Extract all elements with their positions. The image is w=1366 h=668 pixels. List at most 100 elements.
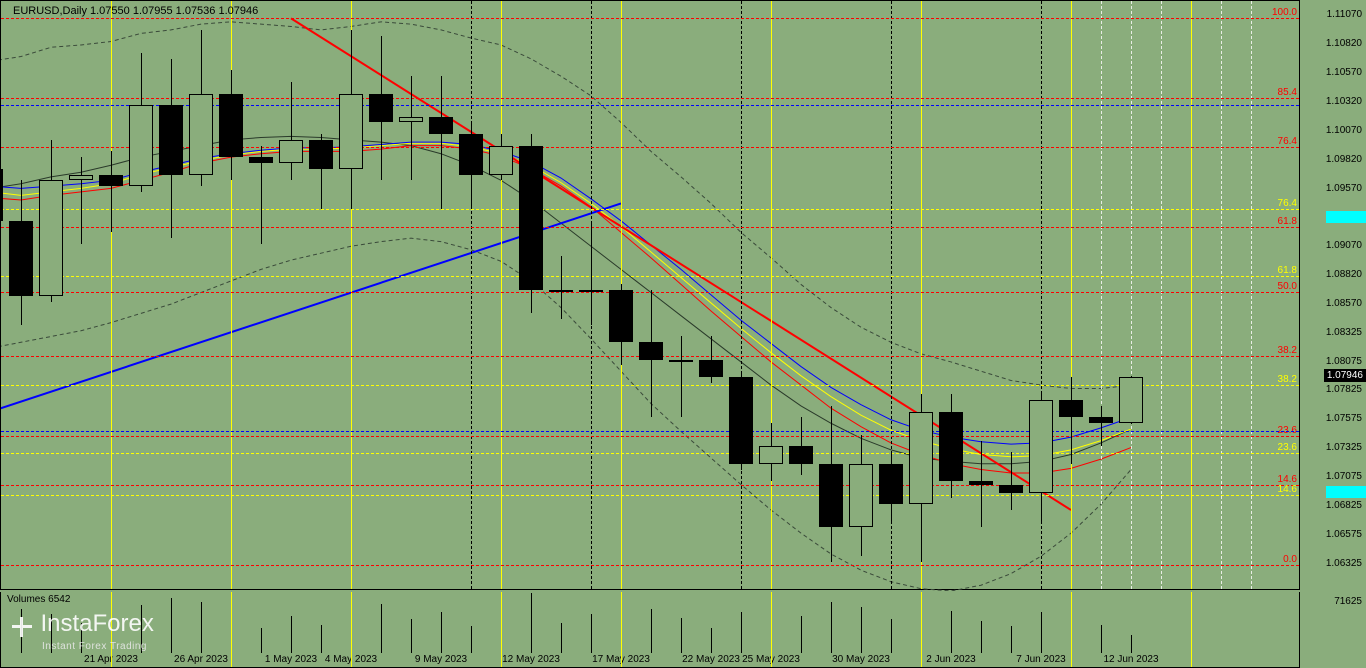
volume-bar [171,598,172,653]
candle-body [759,446,783,463]
y-tick-label: 1.09820 [1326,154,1362,165]
vline-yellow [111,1,112,589]
volume-bar [531,593,532,653]
candle-wick [411,76,412,180]
candle-body [789,446,813,463]
instaforex-logo-icon [8,613,36,641]
hline-blue [1,431,1299,432]
vline-yellow [1071,1,1072,589]
y-tick-label: 1.07075 [1326,471,1362,482]
fib-line [1,485,1299,486]
candle-body [909,412,933,505]
fib-label: 38.2 [1278,345,1297,356]
candle-wick [1071,377,1072,464]
volume-bar [291,616,292,653]
candle-wick [681,336,682,417]
x-tick-label: 12 May 2023 [502,654,560,665]
fib-line [1,565,1299,566]
y-tick-label: 1.06325 [1326,558,1362,569]
candle-body [99,175,123,187]
volume-y-axis: 71625 [1300,592,1366,668]
volume-panel[interactable]: Volumes 6542 21 Apr 202326 Apr 20231 May… [0,592,1300,668]
candle-body [249,157,273,163]
candle-wick [1011,452,1012,510]
y-tick-label: 1.08820 [1326,269,1362,280]
vline [1131,1,1132,589]
y-tick-label: 1.07575 [1326,413,1362,424]
candle-body [219,94,243,158]
fib-label: 14.6 [1278,484,1297,495]
vline-yellow-vol [1191,592,1192,667]
candle-body [339,94,363,169]
candle-body [159,105,183,174]
watermark-brand: InstaForex [40,610,153,637]
forex-chart-container: EURUSD,Daily 1.07550 1.07955 1.07536 1.0… [0,0,1366,668]
vline-yellow-vol [921,592,922,667]
fib-line [1,276,1299,277]
candle-wick [441,76,442,209]
volume-bar [441,612,442,653]
vline-yellow-vol [501,592,502,667]
volume-bar [561,623,562,653]
vline [1161,1,1162,589]
candle-body [0,169,3,221]
fib-line [1,292,1299,293]
y-tick-label: 1.07325 [1326,442,1362,453]
fib-label: 38.2 [1278,374,1297,385]
candle-body [489,146,513,175]
fib-line [1,385,1299,386]
fib-line [1,436,1299,437]
candle-body [39,180,63,296]
candle-wick [291,82,292,180]
volume-bar [831,602,832,653]
vline [1101,1,1102,589]
fib-label: 61.8 [1278,265,1297,276]
volume-bar [741,612,742,653]
y-tick-label: 1.09070 [1326,240,1362,251]
y-tick-label: 1.10570 [1326,67,1362,78]
vline-yellow [1191,1,1192,589]
candle-body [579,290,603,292]
candle-body [399,117,423,123]
candle-body [729,377,753,464]
y-tick-label: 1.10070 [1326,125,1362,136]
fib-line [1,227,1299,228]
fib-label: 23.6 [1278,442,1297,453]
candle-body [879,464,903,504]
price-chart-panel[interactable]: EURUSD,Daily 1.07550 1.07955 1.07536 1.0… [0,0,1300,590]
volume-bar [201,602,202,653]
volume-bar [381,604,382,653]
y-tick-label: 1.08325 [1326,327,1362,338]
candle-body [129,105,153,186]
watermark-tagline: Instant Forex Trading [42,641,154,652]
y-tick-label: 1.10820 [1326,38,1362,49]
vline-black [741,1,742,589]
volume-bar [411,619,412,653]
candle-body [549,290,573,292]
vline [1221,1,1222,589]
y-tick-label: 1.08570 [1326,298,1362,309]
fib-label: 76.4 [1278,136,1297,147]
candle-body [999,485,1023,493]
volume-bar [471,626,472,653]
x-tick-label: 7 Jun 2023 [1016,654,1066,665]
vline-yellow-vol [1071,592,1072,667]
current-price-marker: 1.07946 [1324,369,1366,382]
candle-body [189,94,213,175]
candle-body [519,146,543,291]
y-tick-label: 1.06575 [1326,529,1362,540]
candle-body [669,360,693,362]
y-tick-label: 1.07825 [1326,384,1362,395]
x-tick-label: 9 May 2023 [415,654,467,665]
volume-bar [651,609,652,653]
cyan-price-marker [1326,486,1366,498]
volume-bar [681,618,682,653]
fib-label: 85.4 [1278,87,1297,98]
candle-wick [1101,406,1102,446]
x-tick-label: 12 Jun 2023 [1103,654,1158,665]
candle-body [1119,377,1143,423]
volume-bar [1101,625,1102,653]
symbol-title: EURUSD,Daily 1.07550 1.07955 1.07536 1.0… [13,5,258,17]
vol-y-tick: 71625 [1334,596,1362,607]
volume-bar [951,611,952,653]
